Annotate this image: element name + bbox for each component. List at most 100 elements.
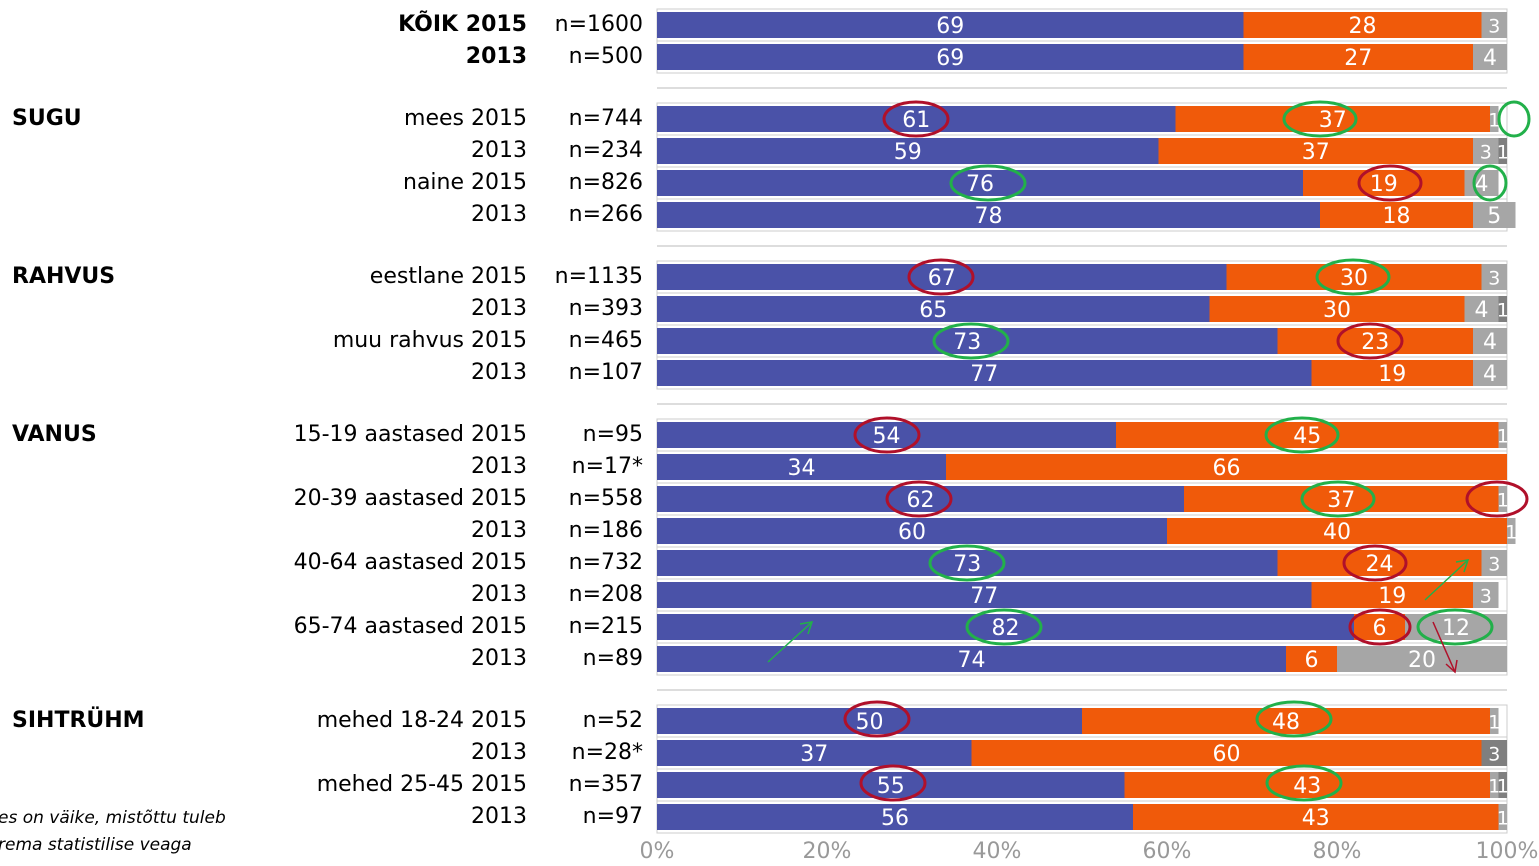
footnote: rema statistilise veaga	[0, 835, 192, 855]
bar-segment	[1473, 582, 1499, 608]
n-label: n=215	[569, 614, 643, 639]
bar-segment	[657, 328, 1278, 354]
bar-segment	[657, 138, 1159, 164]
value-label: 1	[1505, 522, 1517, 544]
bar-segment	[1507, 518, 1516, 544]
value-label: 69	[936, 46, 964, 71]
value-label: 5	[1487, 204, 1501, 229]
value-label: 77	[970, 584, 998, 609]
bar-segment	[1481, 12, 1507, 38]
bar-segment	[657, 804, 1133, 830]
bar-segment	[1490, 772, 1499, 798]
bar-segment	[657, 106, 1176, 132]
bar-segment	[657, 550, 1278, 576]
bar-segment	[1473, 202, 1516, 228]
bar-segment	[657, 202, 1320, 228]
bar-segment	[1184, 486, 1499, 512]
bar-segment	[657, 264, 1227, 290]
value-label: 30	[1340, 266, 1368, 291]
bar-segment	[657, 582, 1312, 608]
bar-segment	[1082, 708, 1490, 734]
row-label: 2013	[471, 518, 527, 543]
n-label: n=1135	[555, 264, 643, 289]
value-label: 1	[1497, 808, 1509, 830]
value-label: 60	[1213, 742, 1241, 767]
x-tick-label: 40%	[973, 839, 1022, 864]
value-label: 3	[1488, 554, 1500, 576]
row-label: 2013	[471, 582, 527, 607]
value-label: 1	[1497, 426, 1509, 448]
value-label: 45	[1293, 424, 1321, 449]
bar-segment	[1175, 106, 1490, 132]
n-label: n=744	[569, 106, 643, 131]
bar-segment	[1133, 804, 1499, 830]
value-label: 65	[919, 298, 947, 323]
row-label: mees 2015	[404, 106, 527, 131]
value-label: 4	[1483, 46, 1497, 71]
bar-segment	[657, 518, 1167, 544]
value-label: 55	[877, 774, 905, 799]
row-label: 2013	[471, 740, 527, 765]
row-label: 2013	[471, 646, 527, 671]
bar-segment	[657, 614, 1354, 640]
n-label: n=186	[569, 518, 643, 543]
row-label: 2013	[471, 804, 527, 829]
bar-segment	[1498, 772, 1507, 798]
row-label: 2013	[466, 44, 527, 69]
bar-segment	[1464, 296, 1499, 322]
bar-segment	[1498, 296, 1507, 322]
bar-segment	[657, 422, 1116, 448]
value-label: 19	[1370, 172, 1398, 197]
value-label: 82	[992, 616, 1020, 641]
bar-segment	[1243, 44, 1473, 70]
bar-segment	[1277, 550, 1482, 576]
x-tick-label: 60%	[1143, 839, 1192, 864]
n-label: n=52	[583, 708, 643, 733]
value-label: 4	[1483, 330, 1497, 355]
value-label: 66	[1213, 456, 1241, 481]
value-label: 73	[953, 552, 981, 577]
n-label: n=558	[569, 486, 643, 511]
n-label: n=826	[569, 170, 643, 195]
value-label: 43	[1293, 774, 1321, 799]
value-label: 61	[902, 108, 930, 133]
value-label: 43	[1302, 806, 1330, 831]
row-label: 20-39 aastased 2015	[294, 486, 527, 511]
n-label: n=500	[569, 44, 643, 69]
bar-segment	[657, 646, 1286, 672]
value-label: 3	[1480, 586, 1492, 608]
bar-segment	[1209, 296, 1465, 322]
row-label: mehed 25-45 2015	[317, 772, 527, 797]
value-label: 6	[1305, 648, 1319, 673]
value-label: 4	[1475, 172, 1489, 197]
bar-segment	[657, 360, 1312, 386]
bar-segment	[657, 740, 972, 766]
value-label: 28	[1349, 14, 1377, 39]
bar-segment	[657, 170, 1303, 196]
bar-segment	[1311, 582, 1473, 608]
value-label: 59	[894, 140, 922, 165]
group-label: VANUS	[12, 422, 97, 447]
group-label: SIHTRÜHM	[12, 707, 145, 733]
n-label: n=17*	[572, 454, 643, 479]
bar-segment	[1498, 804, 1507, 830]
value-label: 1	[1497, 490, 1509, 512]
row-label: eestlane 2015	[370, 264, 527, 289]
value-label: 30	[1323, 298, 1351, 323]
row-label: KÕIK 2015	[398, 11, 527, 37]
value-label: 19	[1378, 362, 1406, 387]
value-label: 78	[975, 204, 1003, 229]
value-label: 48	[1272, 710, 1300, 735]
bar-segment	[1303, 170, 1465, 196]
bar-segment	[1277, 328, 1473, 354]
n-label: n=357	[569, 772, 643, 797]
group-label: SUGU	[12, 106, 82, 131]
bar-segment	[946, 454, 1507, 480]
bar-segment	[1481, 740, 1507, 766]
bar-segment	[657, 296, 1210, 322]
bar-segment	[1498, 422, 1507, 448]
value-label: 37	[1319, 108, 1347, 133]
row-label: 2013	[471, 360, 527, 385]
value-label: 1	[1488, 776, 1500, 798]
value-label: 76	[966, 172, 994, 197]
